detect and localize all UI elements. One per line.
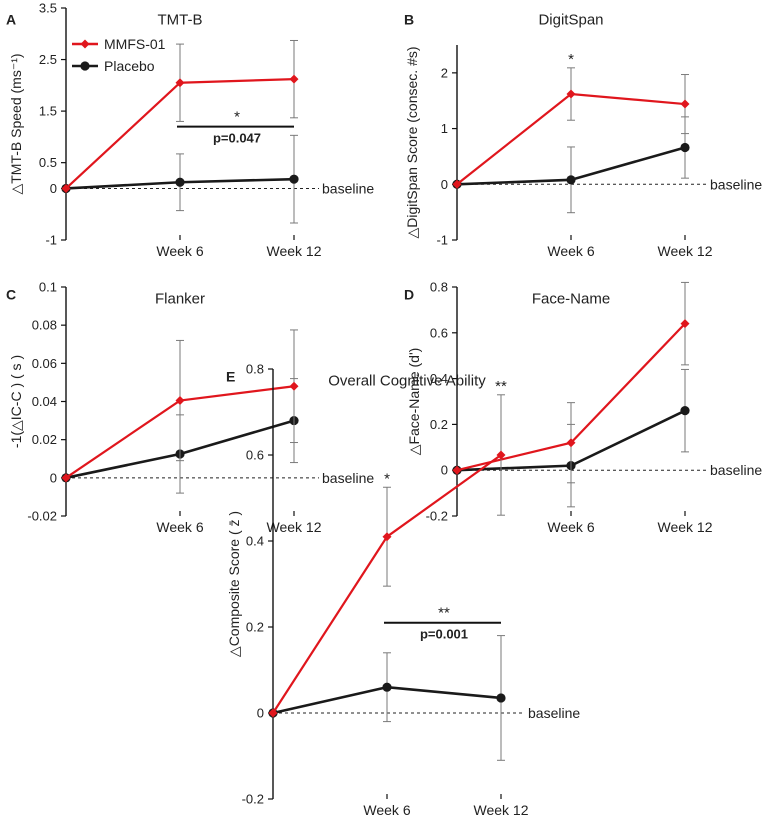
significance-star: * bbox=[234, 109, 240, 126]
panel-letter: C bbox=[6, 286, 16, 302]
panel-b: B DigitSpan -1 0 1 2 △DigitSpan Score (consec.… bbox=[404, 11, 762, 259]
y-tick-label: 0.1 bbox=[39, 280, 57, 295]
y-tick-label: 1 bbox=[441, 121, 448, 136]
x-tick-label: Week 12 bbox=[474, 802, 529, 818]
data-point-mmfs bbox=[61, 183, 71, 193]
y-tick-label: 3.5 bbox=[39, 1, 57, 16]
data-point-mmfs bbox=[289, 74, 299, 84]
panel-e: E Overall Cognitive Ability -0.2 0 0.2 0.4 0.6… bbox=[226, 362, 580, 819]
panel-a: A TMT-B -1 0 0.5 1.5 2.5 3.5 △TMT-B Speed (ms⁻¹)… bbox=[6, 1, 374, 260]
data-point-mmfs bbox=[566, 89, 576, 99]
data-point-placebo bbox=[680, 142, 690, 153]
y-tick-label: 0.06 bbox=[32, 356, 57, 371]
y-axis-label: -1(△IC-C ) ( s ) bbox=[8, 355, 24, 448]
y-tick-label: 0.8 bbox=[246, 362, 264, 377]
panel-letter: A bbox=[6, 11, 16, 27]
y-tick-label: 0.04 bbox=[32, 394, 57, 409]
y-tick-label: 0 bbox=[441, 177, 448, 192]
point-star: ** bbox=[495, 378, 507, 395]
y-tick-label: 1.5 bbox=[39, 104, 57, 119]
y-tick-label: 0 bbox=[50, 470, 57, 485]
data-point-mmfs bbox=[175, 78, 185, 88]
y-tick-label: 0.6 bbox=[246, 448, 264, 463]
data-point-mmfs bbox=[452, 465, 462, 475]
y-axis-label: △Composite Score ( z̄ ) bbox=[226, 511, 242, 657]
panel-letter: E bbox=[226, 368, 235, 384]
baseline-label: baseline bbox=[710, 462, 762, 478]
y-tick-label: -0.2 bbox=[242, 792, 264, 807]
y-tick-label: -1 bbox=[45, 233, 57, 248]
x-tick-label: Week 6 bbox=[547, 243, 594, 259]
y-tick-label: 2.5 bbox=[39, 52, 57, 67]
data-point-placebo bbox=[382, 682, 392, 692]
chart-title: Face-Name bbox=[532, 290, 610, 307]
legend-label-placebo: Placebo bbox=[104, 58, 155, 74]
y-tick-label: 0.2 bbox=[246, 620, 264, 635]
y-tick-label: -0.2 bbox=[426, 509, 448, 524]
data-point-placebo bbox=[175, 177, 185, 187]
y-tick-label: 0.2 bbox=[430, 417, 448, 432]
x-tick-label: Week 6 bbox=[547, 519, 594, 535]
data-point-placebo bbox=[680, 406, 690, 416]
p-value: p=0.047 bbox=[213, 131, 261, 146]
x-tick-label: Week 12 bbox=[658, 243, 713, 259]
legend-label-mmfs: MMFS-01 bbox=[104, 36, 166, 52]
data-point-mmfs bbox=[289, 381, 299, 391]
x-tick-label: Week 6 bbox=[156, 243, 203, 259]
y-tick-label: 2 bbox=[441, 65, 448, 80]
point-star: * bbox=[568, 51, 574, 68]
data-point-placebo bbox=[496, 693, 506, 703]
y-tick-label: 0.5 bbox=[39, 155, 57, 170]
data-point-mmfs bbox=[680, 99, 690, 109]
x-tick-label: Week 12 bbox=[658, 519, 713, 535]
data-point-mmfs bbox=[268, 708, 278, 718]
point-star: * bbox=[384, 470, 390, 487]
y-axis-label: △Face-Name (d') bbox=[406, 348, 422, 456]
data-point-mmfs bbox=[566, 438, 576, 448]
chart-title: DigitSpan bbox=[538, 11, 603, 28]
data-point-mmfs bbox=[382, 532, 392, 542]
baseline-label: baseline bbox=[322, 470, 374, 486]
data-point-mmfs bbox=[61, 473, 71, 483]
p-value: p=0.001 bbox=[420, 627, 468, 642]
baseline-label: baseline bbox=[710, 176, 762, 192]
chart-title: TMT-B bbox=[158, 11, 203, 28]
y-tick-label: 0.08 bbox=[32, 318, 57, 333]
x-tick-label: Week 12 bbox=[267, 519, 322, 535]
y-tick-label: 0.8 bbox=[430, 280, 448, 295]
significance-star: ** bbox=[438, 605, 450, 622]
data-point-mmfs bbox=[680, 319, 690, 329]
y-tick-label: -1 bbox=[436, 233, 448, 248]
y-tick-label: 0.02 bbox=[32, 432, 57, 447]
data-point-mmfs bbox=[175, 396, 185, 406]
baseline-label: baseline bbox=[528, 705, 580, 721]
panel-letter: B bbox=[404, 11, 414, 27]
y-tick-label: 0 bbox=[50, 181, 57, 196]
y-tick-label: 0 bbox=[441, 463, 448, 478]
data-point-placebo bbox=[289, 174, 299, 184]
panel-letter: D bbox=[404, 286, 414, 302]
legend-marker bbox=[80, 61, 90, 71]
legend: MMFS-01 Placebo bbox=[72, 36, 166, 74]
y-tick-label: 0.4 bbox=[246, 534, 264, 549]
y-tick-label: 0.4 bbox=[430, 371, 448, 386]
data-point-placebo bbox=[566, 175, 576, 185]
y-tick-label: -0.02 bbox=[27, 509, 57, 524]
x-tick-label: Week 6 bbox=[156, 519, 203, 535]
x-tick-label: Week 6 bbox=[363, 802, 410, 818]
y-axis-label: △DigitSpan Score (consec. #s) bbox=[404, 46, 420, 238]
panel-d: D Face-Name -0.2 0 0.2 0.4 0.6 0.8 △Face-Name (d… bbox=[404, 280, 762, 536]
y-tick-label: 0 bbox=[257, 706, 264, 721]
chart-title: Flanker bbox=[155, 290, 205, 307]
y-axis-label: △TMT-B Speed (ms⁻¹) bbox=[8, 53, 24, 194]
baseline-label: baseline bbox=[322, 180, 374, 196]
chart-title: Overall Cognitive Ability bbox=[328, 372, 486, 389]
panel-c: C Flanker -0.02 0 0.02 0.04 0.06 0.08 0.1 -1(△IC-… bbox=[6, 280, 374, 536]
data-point-mmfs bbox=[452, 179, 462, 189]
y-tick-label: 0.6 bbox=[430, 325, 448, 340]
legend-marker bbox=[80, 39, 90, 49]
data-point-mmfs bbox=[496, 450, 506, 460]
x-tick-label: Week 12 bbox=[267, 243, 322, 259]
